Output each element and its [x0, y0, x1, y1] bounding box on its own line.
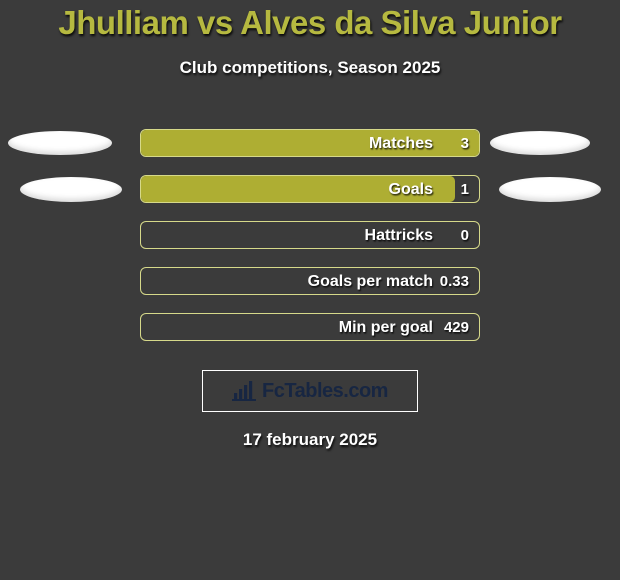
stat-label: Goals per match — [141, 268, 433, 296]
stats-comparison-card: Jhulliam vs Alves da Silva Junior Club c… — [0, 0, 620, 580]
date-line: 17 february 2025 — [0, 430, 620, 450]
stat-value: 0 — [461, 222, 469, 250]
stat-row: Goals 1 — [0, 166, 620, 212]
stat-bar: Matches 3 — [140, 129, 480, 157]
player-marker-right — [490, 131, 590, 155]
page-title: Jhulliam vs Alves da Silva Junior — [0, 4, 620, 42]
bar-chart-icon — [232, 381, 256, 401]
stat-value: 429 — [444, 314, 469, 342]
stats-rows: Matches 3 Goals 1 Hattricks 0 — [0, 120, 620, 350]
stat-bar: Min per goal 429 — [140, 313, 480, 341]
subtitle: Club competitions, Season 2025 — [0, 58, 620, 78]
stat-bar: Goals 1 — [140, 175, 480, 203]
stat-row: Matches 3 — [0, 120, 620, 166]
brand-name-text: FcTables — [262, 380, 343, 402]
player-marker-left — [8, 131, 112, 155]
stat-bar: Hattricks 0 — [140, 221, 480, 249]
stat-value: 0.33 — [440, 268, 469, 296]
stat-value: 1 — [461, 176, 469, 204]
brand-badge: FcTables.com — [202, 370, 418, 412]
stat-bar-fill — [141, 130, 479, 156]
stat-row: Goals per match 0.33 — [0, 258, 620, 304]
stat-row: Min per goal 429 — [0, 304, 620, 350]
player-marker-left — [20, 177, 122, 202]
player-marker-right — [499, 177, 601, 202]
stat-bar-fill — [141, 176, 455, 202]
brand-name: FcTables.com — [262, 380, 388, 403]
stat-label: Min per goal — [141, 314, 433, 342]
brand-domain: .com — [343, 380, 388, 402]
stat-label: Hattricks — [141, 222, 433, 250]
stat-row: Hattricks 0 — [0, 212, 620, 258]
stat-bar: Goals per match 0.33 — [140, 267, 480, 295]
